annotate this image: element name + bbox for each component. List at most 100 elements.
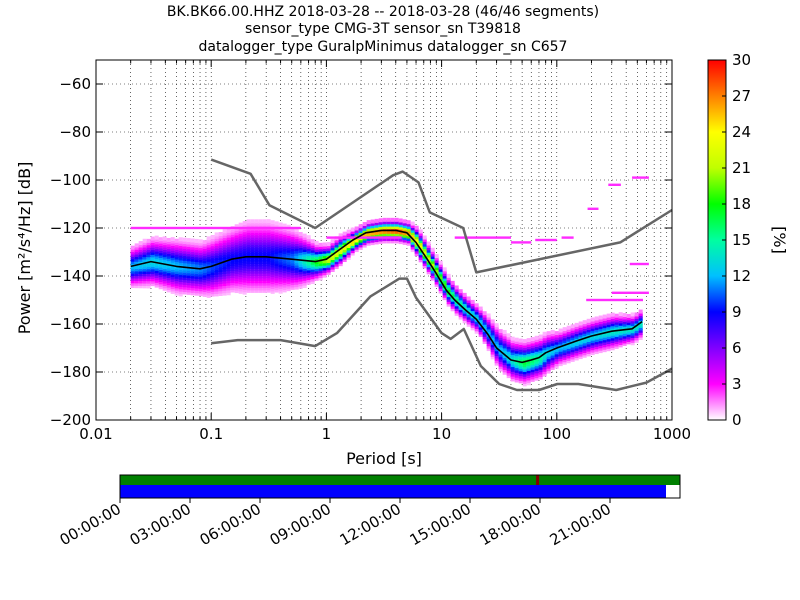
- density-cell: [274, 240, 279, 245]
- density-cell: [218, 289, 223, 294]
- density-cell: [282, 276, 287, 281]
- density-cell: [342, 255, 347, 260]
- density-cell: [178, 246, 183, 251]
- density-cell: [446, 281, 451, 286]
- density-cell: [502, 329, 507, 334]
- density-cell: [226, 252, 231, 257]
- density-cell: [134, 255, 139, 260]
- density-cell: [578, 347, 583, 352]
- density-cell: [330, 258, 335, 263]
- density-cell: [346, 239, 351, 244]
- density-cell: [490, 348, 495, 353]
- density-cell: [186, 276, 191, 281]
- density-cell: [206, 272, 211, 277]
- density-cell: [538, 336, 543, 341]
- density-cell: [486, 330, 491, 335]
- density-cell: [154, 242, 159, 247]
- density-cell: [278, 253, 283, 258]
- density-cell: [458, 313, 463, 318]
- density-cell: [542, 355, 547, 360]
- density-cell: [530, 358, 535, 363]
- density-cell: [598, 327, 603, 332]
- density-cell: [518, 343, 523, 348]
- density-cell: [502, 341, 507, 346]
- density-cell: [246, 233, 251, 238]
- density-cell: [278, 282, 283, 287]
- density-cell: [234, 260, 239, 265]
- density-cell: [506, 359, 511, 364]
- density-cell: [502, 368, 507, 373]
- density-cell: [458, 301, 463, 306]
- density-cell: [374, 240, 379, 245]
- density-cell: [166, 242, 171, 247]
- density-cell: [254, 279, 259, 284]
- density-cell: [554, 362, 559, 367]
- density-cell: [310, 248, 315, 253]
- density-cell: [350, 229, 355, 234]
- density-cell: [298, 260, 303, 265]
- density-cell: [526, 376, 531, 381]
- density-cell: [146, 262, 151, 267]
- density-cell: [242, 228, 247, 233]
- density-cell: [294, 230, 299, 235]
- density-cell: [454, 309, 459, 314]
- density-cell: [138, 274, 143, 279]
- density-cell: [306, 254, 311, 259]
- density-cell: [242, 237, 247, 242]
- density-cell: [510, 375, 515, 380]
- density-cell: [254, 233, 259, 238]
- density-cell: [194, 284, 199, 289]
- density-cell: [278, 227, 283, 232]
- density-cell: [498, 367, 503, 372]
- density-cell: [222, 250, 227, 255]
- density-cell: [238, 277, 243, 282]
- density-cell: [638, 316, 643, 321]
- density-cell: [390, 227, 395, 232]
- density-cell: [210, 239, 215, 244]
- density-cell: [170, 265, 175, 270]
- density-cell: [266, 267, 271, 272]
- density-cell: [598, 317, 603, 322]
- density-cell: [470, 307, 475, 312]
- density-cell: [614, 318, 619, 323]
- title-line-3: datalogger_type GuralpMinimus datalogger…: [199, 39, 568, 55]
- density-cell: [278, 232, 283, 237]
- density-cell: [366, 227, 371, 232]
- density-cell: [418, 253, 423, 258]
- density-cell: [238, 261, 243, 266]
- x-tick-label: 10: [432, 425, 451, 443]
- density-cell: [538, 346, 543, 351]
- density-cell: [370, 224, 375, 229]
- density-cell: [606, 344, 611, 349]
- density-cell: [582, 346, 587, 351]
- density-cell: [314, 272, 319, 277]
- density-cell: [206, 257, 211, 262]
- density-cell: [142, 269, 147, 274]
- density-cell: [558, 342, 563, 347]
- density-cell: [490, 352, 495, 357]
- density-cell: [546, 347, 551, 352]
- density-cell: [182, 256, 187, 261]
- density-cell: [262, 279, 267, 284]
- density-cell: [426, 251, 431, 256]
- density-cell: [574, 342, 579, 347]
- density-cell: [346, 231, 351, 236]
- density-cell: [250, 279, 255, 284]
- density-cell: [502, 337, 507, 342]
- density-cell: [134, 260, 139, 265]
- density-cell: [578, 343, 583, 348]
- density-cell: [330, 267, 335, 272]
- density-cell: [294, 244, 299, 249]
- density-cell: [302, 267, 307, 272]
- density-cell: [390, 222, 395, 227]
- density-cell: [530, 356, 535, 361]
- density-cell: [386, 227, 391, 232]
- density-cell: [414, 232, 419, 237]
- density-cell: [510, 348, 515, 353]
- density-cell: [290, 228, 295, 233]
- density-cell: [318, 257, 323, 262]
- density-cell: [366, 236, 371, 241]
- density-cell: [290, 245, 295, 250]
- density-cell: [442, 291, 447, 296]
- density-cell: [266, 223, 271, 228]
